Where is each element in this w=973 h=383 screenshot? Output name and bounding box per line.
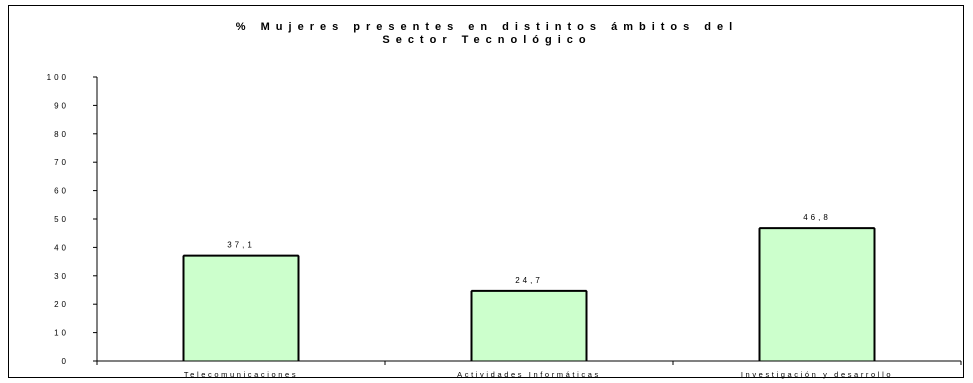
chart-title: % Mujeres presentes en distintos ámbitos… (236, 21, 738, 46)
bar-value-label: 46,8 (803, 213, 831, 222)
y-tick-label: 50 (54, 215, 69, 224)
bars: 37,1 24,7 46,8 (182, 213, 876, 362)
y-tick-label: 60 (54, 187, 69, 196)
y-tick-label: 20 (54, 300, 69, 309)
bar-1 (183, 255, 299, 362)
y-axis: 0 10 20 30 40 50 60 70 80 90 100 (47, 73, 98, 366)
x-axis: Telecomunicaciones Actividades Informátic… (96, 360, 962, 379)
y-tick-label: 30 (54, 272, 69, 281)
chart-title-line-2: Sector Tecnológico (382, 34, 591, 46)
y-tick-label: 90 (54, 101, 69, 110)
x-category-label: Investigación y desarrollo (741, 370, 893, 379)
y-tick-label: 0 (62, 357, 69, 366)
bar-chart: % Mujeres presentes en distintos ámbitos… (47, 21, 962, 379)
y-tick-label: 40 (54, 243, 69, 252)
bar-value-label: 37,1 (227, 241, 255, 250)
y-tick-label: 80 (54, 130, 69, 139)
x-category-label: Actividades Informáticas (457, 370, 601, 379)
chart-frame: % Mujeres presentes en distintos ámbitos… (8, 5, 964, 379)
y-tick-label: 10 (54, 329, 69, 338)
x-category-label: Telecomunicaciones (184, 370, 298, 379)
chart-title-line-1: % Mujeres presentes en distintos ámbitos… (236, 21, 738, 33)
bar-2 (471, 290, 587, 362)
y-tick-label: 100 (47, 73, 69, 82)
y-tick-label: 70 (54, 158, 69, 167)
bar-3 (759, 227, 875, 362)
bar-value-label: 24,7 (515, 276, 543, 285)
